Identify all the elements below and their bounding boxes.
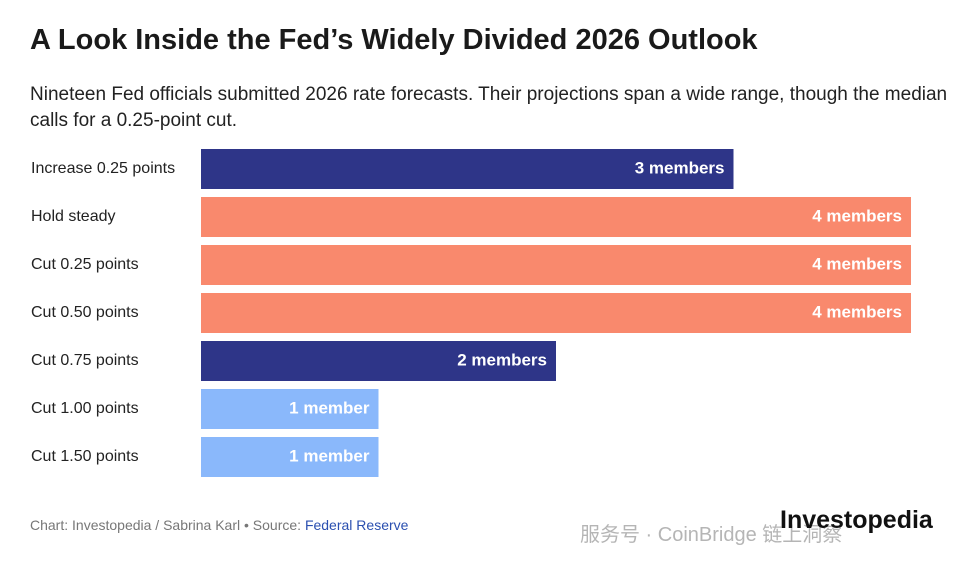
bar: [201, 293, 911, 333]
data-label: 4 members: [812, 206, 902, 225]
footer: Chart: Investopedia / Sabrina Karl • Sou…: [30, 517, 408, 533]
data-label: 1 member: [289, 446, 370, 465]
category-label: Cut 0.50 points: [31, 304, 139, 321]
category-label: Cut 0.75 points: [31, 352, 139, 369]
bar: [201, 149, 734, 189]
data-label: 4 members: [812, 302, 902, 321]
data-label: 4 members: [812, 254, 902, 273]
data-label: 3 members: [635, 158, 725, 177]
bar: [201, 197, 911, 237]
brand-logo: Investopedia: [780, 506, 933, 534]
source-link[interactable]: Federal Reserve: [304, 517, 409, 533]
bar: [201, 437, 379, 477]
category-label: Cut 1.00 points: [31, 400, 139, 417]
source-text: Chart: Investopedia / Sabrina Karl • Sou…: [30, 517, 305, 533]
category-label: Hold steady: [31, 208, 116, 225]
watermark: 服务号 · CoinBridge 链上洞察: [580, 524, 843, 546]
bar: [201, 341, 556, 381]
data-label: 1 member: [289, 398, 370, 417]
chart-title: A Look Inside the Fed’s Widely Divided 2…: [30, 24, 758, 56]
category-label: Cut 1.50 points: [31, 448, 139, 465]
category-label: Cut 0.25 points: [31, 256, 139, 273]
category-label: Increase 0.25 points: [31, 160, 175, 177]
bar: [201, 245, 911, 285]
chart-subtitle: Nineteen Fed officials submitted 2026 ra…: [30, 84, 948, 131]
bar: [201, 389, 379, 429]
data-label: 2 members: [457, 350, 547, 369]
